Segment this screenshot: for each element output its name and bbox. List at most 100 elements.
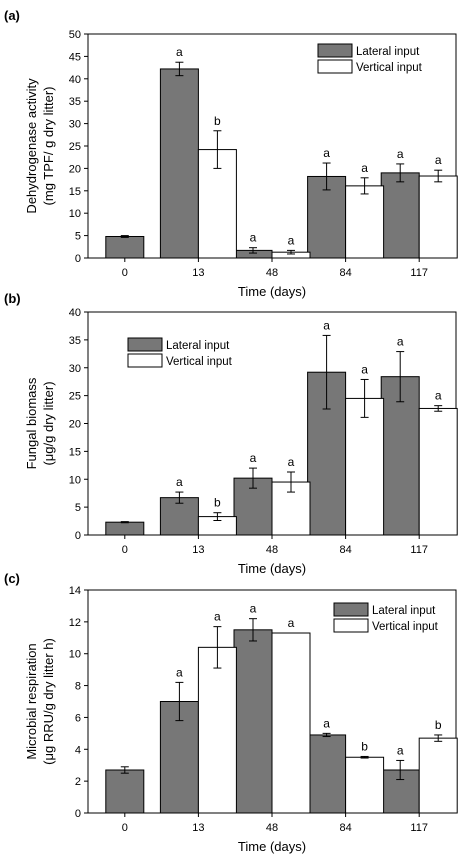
y-axis-subtitle: (μg/g dry litter) [41, 381, 56, 465]
y-tick-label: 4 [75, 744, 81, 756]
y-tick-label: 0 [75, 253, 81, 265]
y-tick-label: 0 [75, 530, 81, 542]
y-tick-label: 25 [69, 141, 81, 153]
legend-label: Lateral input [372, 605, 436, 617]
x-tick-label: 117 [410, 544, 428, 556]
x-tick-label: 84 [339, 822, 351, 834]
significance-letter: a [361, 362, 368, 376]
bar-lateral [105, 521, 145, 536]
significance-letter: b [214, 114, 221, 128]
significance-letter: a [250, 602, 257, 616]
y-tick-label: 2 [75, 776, 81, 788]
panel-1: (a) 0 5 10 15 20 25 30 35 40 45 50 0 13 48 84 117 a a a a b a a… [4, 8, 458, 299]
x-tick-label: 117 [410, 822, 428, 834]
significance-letter: a [323, 716, 330, 730]
panel-2: (b) 0 5 10 15 20 25 30 35 40 0 13 48 84 117 a a a a b a a a Lat… [4, 291, 458, 576]
legend-label: Vertical input [356, 62, 423, 74]
x-tick-label: 13 [192, 544, 204, 556]
legend-label: Vertical input [372, 621, 439, 633]
panel-3: (c) 0 2 4 6 8 10 12 14 0 13 48 84 117 a a a a a a b b Lateral … [4, 571, 458, 854]
y-axis-subtitle: (μg RRU/g dry litter h) [41, 638, 56, 765]
y-tick-label: 30 [69, 119, 81, 131]
x-tick-label: 48 [266, 267, 278, 279]
y-tick-label: 50 [69, 29, 81, 41]
x-tick-label: 48 [266, 544, 278, 556]
bar-vertical [271, 481, 311, 536]
significance-letter: b [361, 739, 368, 753]
bar-lateral [233, 629, 273, 814]
legend-label: Vertical input [166, 356, 233, 368]
panel-label: (b) [4, 291, 21, 306]
significance-letter: a [361, 161, 368, 175]
y-tick-label: 35 [69, 96, 81, 108]
y-tick-label: 25 [69, 391, 81, 403]
y-tick-label: 10 [69, 474, 81, 486]
significance-letter: a [397, 743, 404, 757]
y-tick-label: 12 [69, 617, 81, 629]
significance-letter: a [435, 389, 442, 403]
bar-vertical [271, 632, 311, 814]
x-tick-label: 0 [122, 544, 128, 556]
y-axis-subtitle: (mg TPF/ g dry litter) [41, 87, 56, 206]
significance-letter: a [323, 146, 330, 160]
bar-lateral [105, 769, 145, 814]
bar-vertical [345, 756, 385, 814]
bar-vertical [345, 397, 385, 536]
significance-letter: a [176, 475, 183, 489]
legend-label: Lateral input [166, 340, 230, 352]
significance-letter: b [214, 496, 221, 510]
x-axis-title: Time (days) [238, 839, 306, 854]
bar-lateral [159, 68, 199, 259]
y-tick-label: 20 [69, 419, 81, 431]
significance-letter: a [397, 147, 404, 161]
legend-swatch [127, 353, 163, 368]
significance-letter: a [214, 610, 221, 624]
y-tick-label: 30 [69, 363, 81, 375]
significance-letter: a [250, 451, 257, 465]
legend-label: Lateral input [356, 46, 420, 58]
significance-letter: a [288, 455, 295, 469]
significance-letter: a [397, 335, 404, 349]
y-axis-title: Dehydrogenase activity [24, 78, 39, 214]
legend-swatch [333, 602, 369, 617]
y-tick-label: 5 [75, 502, 81, 514]
x-axis-title: Time (days) [238, 284, 306, 299]
bar-vertical [345, 185, 385, 259]
y-tick-label: 8 [75, 681, 81, 693]
significance-letter: b [435, 718, 442, 732]
x-tick-label: 0 [122, 822, 128, 834]
y-tick-label: 40 [69, 74, 81, 86]
y-tick-label: 14 [69, 585, 81, 597]
significance-letter: a [176, 665, 183, 679]
y-tick-label: 35 [69, 335, 81, 347]
x-tick-label: 48 [266, 822, 278, 834]
bar-vertical [418, 175, 458, 259]
x-tick-label: 84 [339, 267, 351, 279]
y-tick-label: 40 [69, 307, 81, 319]
significance-letter: a [323, 318, 330, 332]
legend-swatch [317, 43, 353, 58]
x-tick-label: 117 [410, 267, 428, 279]
bar-vertical [418, 407, 458, 536]
x-tick-label: 13 [192, 267, 204, 279]
bar-lateral [105, 235, 145, 259]
legend-swatch [127, 337, 163, 352]
x-tick-label: 0 [122, 267, 128, 279]
bar-vertical [418, 737, 458, 814]
significance-letter: a [435, 153, 442, 167]
significance-letter: a [250, 231, 257, 245]
y-tick-label: 0 [75, 808, 81, 820]
panel-label: (c) [4, 571, 20, 586]
y-tick-label: 6 [75, 712, 81, 724]
legend-swatch [317, 59, 353, 74]
y-axis-title: Fungal biomass [24, 377, 39, 469]
y-tick-label: 10 [69, 208, 81, 220]
x-tick-label: 84 [339, 544, 351, 556]
bar-vertical [197, 646, 237, 814]
bar-lateral [380, 172, 420, 259]
panel-label: (a) [4, 8, 20, 23]
y-axis-title: Microbial respiration [24, 643, 39, 759]
bar-lateral [159, 497, 199, 536]
